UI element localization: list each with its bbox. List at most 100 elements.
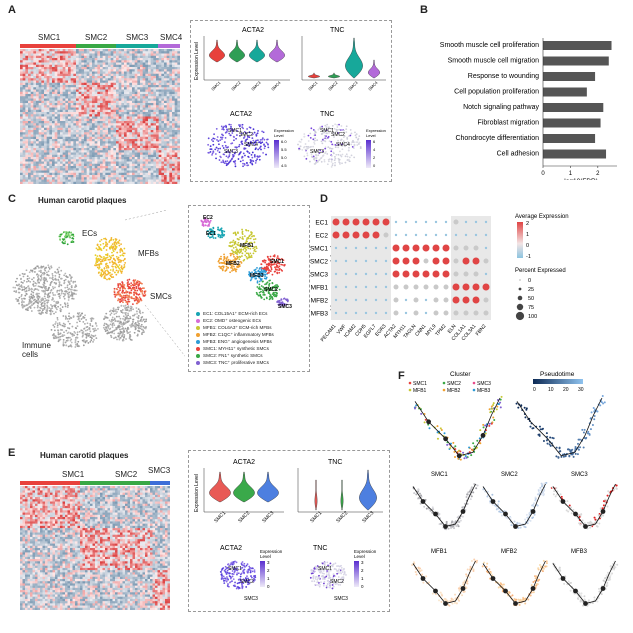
- bar-b-bar: [543, 103, 604, 112]
- label-immune: Immune cells: [22, 341, 51, 359]
- dot-d-point: [402, 257, 410, 265]
- legend-c-text: SMC1: MYH11⁺ synthetic SMCs: [203, 346, 269, 351]
- heatmap-e-cluster-bar: [20, 481, 170, 485]
- panel-label-c: C: [8, 193, 16, 205]
- umap-e-tnc-label: SMC1: [318, 566, 332, 572]
- dot-d-point: [334, 246, 338, 250]
- umap-e-acta2-points: [219, 560, 257, 590]
- dot-d-point: [354, 272, 358, 276]
- heatmap-a-label-smc4: SMC4: [160, 33, 183, 42]
- dot-d-point: [442, 244, 450, 252]
- inset-e-plots: ACTA2 TNC Expression Level SMC1 SMC2 SMC3 SMC1…: [194, 459, 383, 602]
- violin-e-acta2-smc3: [257, 471, 279, 503]
- dot-d-pct-dot: [515, 311, 525, 321]
- traj-f-legend-swatch: [408, 381, 412, 385]
- umap-e-tnc-legend-tick: 0: [361, 584, 364, 589]
- bar-b-bar: [543, 118, 601, 128]
- traj-f-small-title: MFB2: [501, 549, 518, 555]
- dot-d-point: [444, 233, 448, 237]
- legend-c-item: MFB1: COL6A3⁺ ECM-rich MFBs: [196, 324, 308, 331]
- bar-b-category-label: Smooth muscle cell proliferation: [440, 42, 539, 49]
- legend-c-swatch: [196, 339, 200, 344]
- dot-d-point: [434, 220, 438, 224]
- dot-d-point: [364, 246, 368, 250]
- dot-d-point: [443, 284, 449, 290]
- dot-d-point: [453, 258, 459, 264]
- dot-d-point: [413, 284, 419, 290]
- dot-d-pct-dot: [517, 295, 523, 301]
- traj-f-small-smc2: [482, 481, 548, 529]
- traj-f-pseudotime-tick: 30: [578, 387, 584, 393]
- umap-a-acta2-title: ACTA2: [230, 111, 252, 118]
- dot-d-point: [463, 310, 469, 316]
- traj-f-pseudotime-plot: [515, 395, 606, 459]
- dot-d-point: [402, 244, 410, 252]
- dot-d-point: [433, 284, 439, 290]
- dot-d-avg-tick: 2: [526, 221, 529, 227]
- dot-d-point: [364, 298, 368, 302]
- violin-a-tnc-smc4: [368, 59, 380, 79]
- dot-d-point: [364, 259, 368, 263]
- dot-d-point: [334, 311, 338, 315]
- dot-d-point: [453, 219, 459, 225]
- trajectory-f: Cluster SMC1 SMC2 SMC3 MFB1 MFB2 MFB3 Pseudotim…: [408, 371, 619, 608]
- violin-e-tnc-smc1: [314, 479, 318, 511]
- dot-d-point: [344, 311, 348, 315]
- umap-e-acta2-legend-tick: 0: [267, 584, 270, 589]
- legend-c-item: SMC2: FN1⁺ synthetic SMCs: [196, 352, 308, 359]
- bar-b-category-label: Cell adhesion: [497, 151, 540, 158]
- dot-d-point: [404, 311, 408, 315]
- dot-d-point: [354, 246, 358, 250]
- legend-c-item: SMC1: MYH11⁺ synthetic SMCs: [196, 345, 308, 352]
- umap-e-tnc-title: TNC: [313, 545, 327, 552]
- dot-d-pct-title: Percent Expressed: [515, 268, 566, 274]
- dot-d-point: [424, 311, 428, 315]
- heatmap-e-label-smc2: SMC2: [115, 470, 138, 479]
- dot-d-point: [483, 297, 489, 303]
- dot-d-point: [423, 258, 429, 264]
- dot-d-point: [412, 270, 420, 278]
- heatmap-a-label-smc1: SMC1: [38, 33, 61, 42]
- bar-b-xtick: 0: [541, 171, 545, 177]
- label-smcs: SMCs: [150, 292, 172, 301]
- dot-d-avg-bar: [517, 222, 523, 258]
- dot-d-point: [354, 285, 358, 289]
- dot-d-point: [432, 257, 440, 265]
- violin-a-tnc-xlabel: SMC4: [367, 80, 379, 92]
- legend-c-swatch: [196, 332, 200, 337]
- traj-f-cluster-plot: [413, 395, 503, 461]
- dot-d-point: [393, 297, 399, 303]
- umap-e-acta2-label: SMC2: [240, 579, 254, 585]
- tsne-c: [12, 210, 185, 357]
- traj-f-small-title: MFB3: [571, 549, 588, 555]
- umap-a-tnc-label: SMC1: [320, 128, 334, 134]
- dot-d-point: [364, 285, 368, 289]
- traj-f-legend-swatch: [442, 381, 446, 385]
- dot-d-point: [472, 257, 480, 265]
- dot-d-point: [372, 218, 380, 226]
- dot-d-pct-value: 100: [528, 314, 537, 320]
- traj-f-legend-label: SMC2: [447, 381, 461, 387]
- dot-d-point: [354, 298, 358, 302]
- traj-f-cluster-title: Cluster: [450, 371, 471, 378]
- dot-d-point: [344, 246, 348, 250]
- violin-a-tnc-smc2: [327, 72, 341, 79]
- bar-b-category-label: Notch signaling pathway: [463, 104, 539, 111]
- label-mfbs: MFBs: [138, 249, 159, 258]
- dot-d-avg-title: Average Expression: [515, 214, 569, 220]
- dot-d-point: [354, 259, 358, 263]
- dot-d-point: [334, 272, 338, 276]
- dot-d-point: [452, 296, 460, 304]
- panel-label-a: A: [8, 4, 16, 16]
- umap-a-tnc-label: SMC3: [310, 149, 324, 155]
- traj-f-pseudotime-tick: 0: [533, 387, 536, 393]
- dot-d-point: [344, 285, 348, 289]
- violin-a-tnc-title: TNC: [330, 27, 344, 34]
- traj-f-small-title: SMC2: [501, 472, 518, 478]
- dot-d-point: [383, 232, 389, 238]
- violin-a-acta2-smc4: [269, 39, 285, 63]
- dot-d-point: [393, 284, 399, 290]
- traj-f-small-title: SMC1: [431, 472, 448, 478]
- dot-d-pct-value: 25: [528, 287, 534, 293]
- dot-d-point: [432, 270, 440, 278]
